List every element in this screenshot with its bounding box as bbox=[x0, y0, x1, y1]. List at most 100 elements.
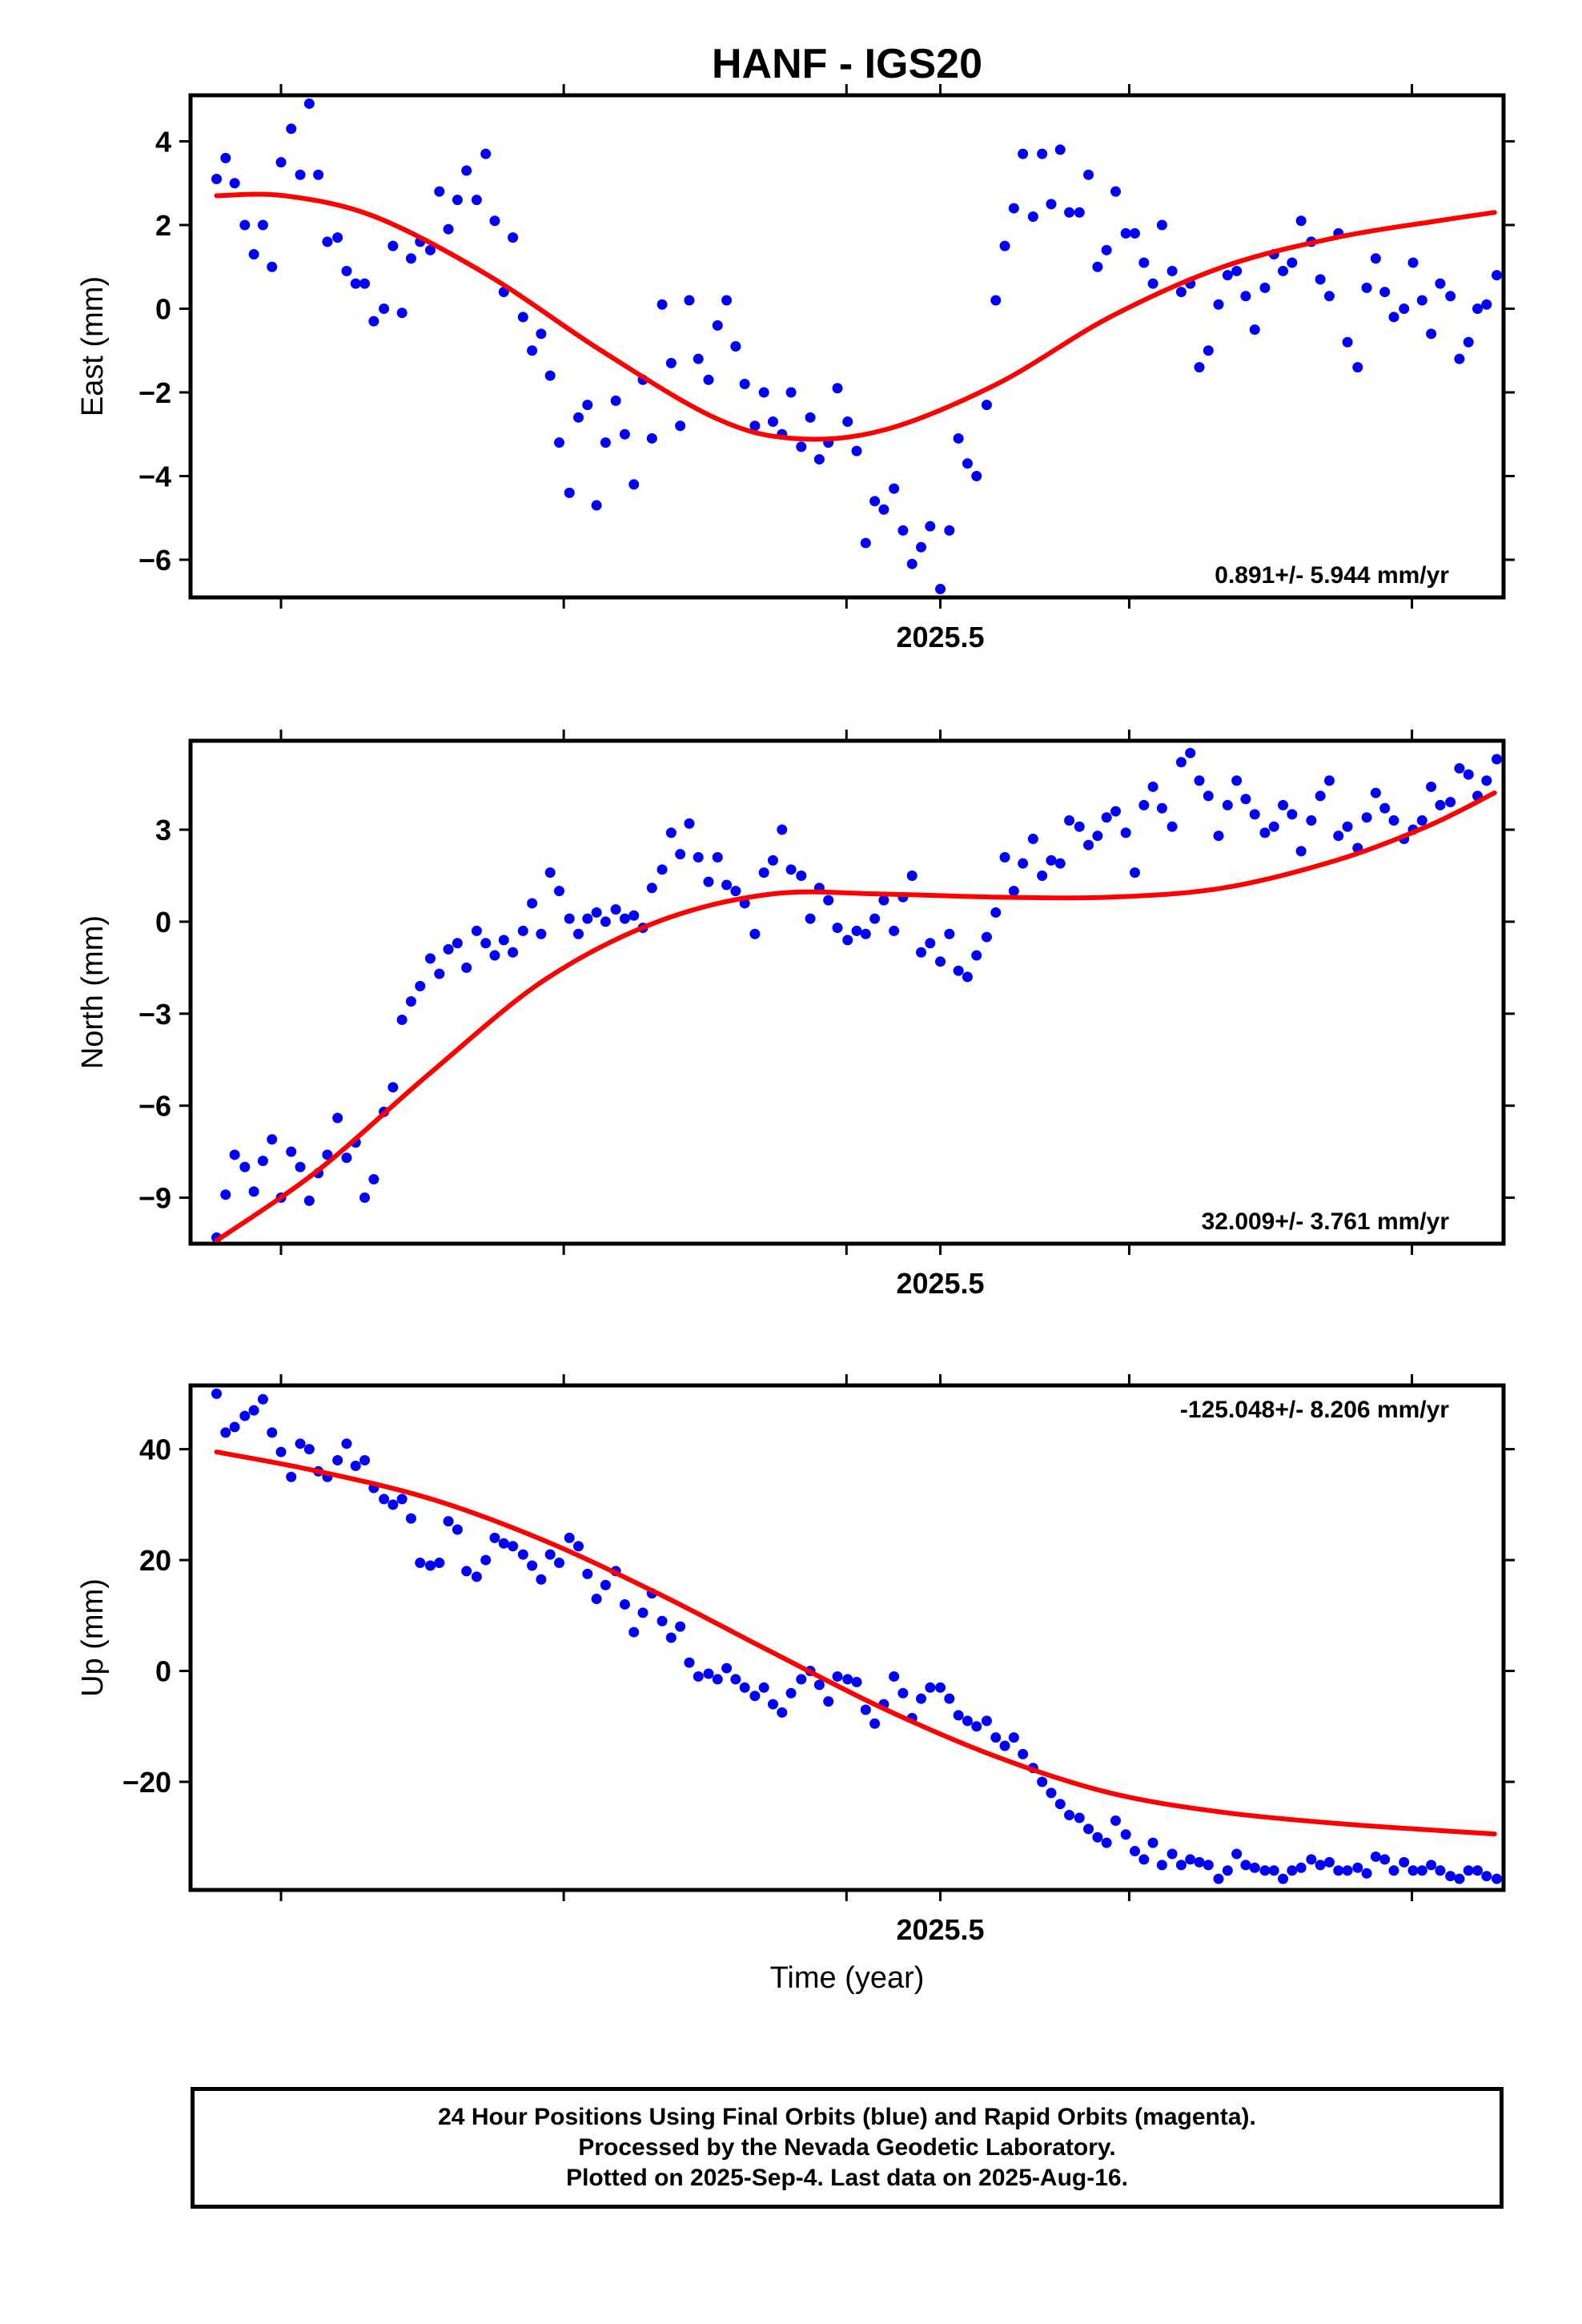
north-point bbox=[767, 854, 778, 866]
east-point bbox=[1092, 261, 1103, 272]
north-point bbox=[1454, 762, 1465, 774]
up-point bbox=[832, 1671, 843, 1682]
north-point bbox=[619, 913, 630, 924]
east-point bbox=[1054, 144, 1066, 155]
up-point bbox=[1240, 1860, 1251, 1871]
east-point bbox=[906, 558, 917, 569]
north-xtick-label: 2025.5 bbox=[896, 1267, 984, 1300]
east-ytick-label: −6 bbox=[139, 544, 171, 577]
up-point bbox=[721, 1663, 733, 1674]
north-point bbox=[396, 1014, 408, 1025]
north-ytick-label: 0 bbox=[155, 906, 171, 939]
north-point bbox=[1315, 790, 1326, 802]
up-point bbox=[1361, 1868, 1372, 1879]
up-point bbox=[777, 1707, 788, 1718]
east-point bbox=[721, 295, 733, 306]
up-point bbox=[553, 1558, 564, 1569]
north-point bbox=[1342, 821, 1353, 832]
north-point bbox=[1008, 886, 1019, 897]
north-point bbox=[295, 1161, 306, 1172]
north-ytick-label: −9 bbox=[139, 1182, 171, 1215]
east-point bbox=[869, 496, 881, 507]
north-point bbox=[805, 913, 816, 924]
east-ytick-label: −4 bbox=[139, 460, 171, 493]
up-point bbox=[582, 1568, 593, 1579]
north-point bbox=[1064, 815, 1075, 826]
east-point bbox=[489, 215, 500, 227]
north-plot-frame bbox=[188, 738, 1506, 1246]
north-point bbox=[1240, 794, 1251, 805]
up-point bbox=[1083, 1823, 1094, 1835]
east-point bbox=[851, 445, 862, 456]
north-point bbox=[1222, 799, 1233, 810]
up-point bbox=[758, 1682, 769, 1693]
north-point bbox=[1027, 834, 1038, 845]
footer-line-1: 24 Hour Positions Using Final Orbits (bl… bbox=[438, 2104, 1256, 2130]
north-point bbox=[721, 879, 733, 891]
north-point bbox=[1054, 858, 1066, 869]
north-point bbox=[656, 864, 668, 875]
north-point bbox=[962, 971, 973, 983]
footer-line-2: Processed by the Nevada Geodetic Laborat… bbox=[578, 2134, 1116, 2161]
east-point bbox=[1203, 345, 1214, 356]
up-point bbox=[1278, 1873, 1289, 1884]
north-point bbox=[591, 907, 602, 918]
north-point bbox=[1370, 787, 1381, 798]
east-point bbox=[684, 295, 695, 306]
north-point bbox=[415, 980, 426, 991]
north-point bbox=[1445, 797, 1456, 808]
up-point bbox=[1203, 1860, 1214, 1871]
east-point bbox=[656, 299, 668, 310]
north-point bbox=[424, 953, 436, 964]
up-point bbox=[971, 1721, 982, 1732]
north-point bbox=[925, 938, 936, 949]
north-point bbox=[332, 1112, 343, 1124]
north-point bbox=[628, 910, 640, 921]
north-point bbox=[999, 852, 1010, 863]
up-point bbox=[1222, 1865, 1233, 1876]
east-point bbox=[1110, 186, 1121, 197]
east-point bbox=[1156, 219, 1167, 231]
east-point bbox=[471, 195, 482, 206]
east-xtick-label: 2025.5 bbox=[896, 621, 984, 653]
up-ytick-label: 40 bbox=[139, 1433, 171, 1466]
up-point bbox=[703, 1668, 714, 1679]
north-point bbox=[990, 907, 1002, 918]
east-point bbox=[1416, 295, 1427, 306]
east-point bbox=[1435, 278, 1446, 289]
east-point bbox=[1426, 328, 1437, 340]
east-point bbox=[480, 148, 492, 159]
east-point bbox=[646, 432, 657, 444]
up-data-points bbox=[211, 1388, 1502, 1884]
north-point bbox=[1074, 821, 1085, 832]
north-point bbox=[1156, 802, 1167, 814]
up-point bbox=[600, 1579, 611, 1590]
north-point bbox=[693, 852, 704, 863]
up-point bbox=[517, 1549, 528, 1560]
x-axis-title: Time (year) bbox=[770, 1961, 925, 1995]
east-point bbox=[758, 387, 769, 398]
north-point bbox=[257, 1156, 268, 1167]
east-point bbox=[1399, 303, 1410, 314]
east-point bbox=[591, 500, 602, 511]
up-point bbox=[275, 1446, 287, 1458]
east-point bbox=[239, 219, 251, 231]
north-point bbox=[405, 995, 416, 1007]
east-point bbox=[796, 441, 807, 452]
up-point bbox=[656, 1615, 668, 1626]
east-point bbox=[1388, 312, 1399, 323]
north-point bbox=[220, 1189, 231, 1200]
north-point bbox=[248, 1186, 259, 1197]
north-point bbox=[878, 895, 889, 906]
up-point bbox=[767, 1699, 778, 1710]
east-point bbox=[1037, 148, 1048, 159]
north-point bbox=[359, 1192, 371, 1204]
chart-title: HANF - IGS20 bbox=[712, 41, 982, 87]
north-point bbox=[971, 950, 982, 961]
east-point bbox=[1231, 265, 1243, 276]
up-point bbox=[443, 1516, 454, 1527]
east-point bbox=[544, 370, 556, 381]
up-point bbox=[1175, 1860, 1186, 1871]
east-point bbox=[1222, 270, 1233, 281]
up-point bbox=[350, 1460, 361, 1471]
